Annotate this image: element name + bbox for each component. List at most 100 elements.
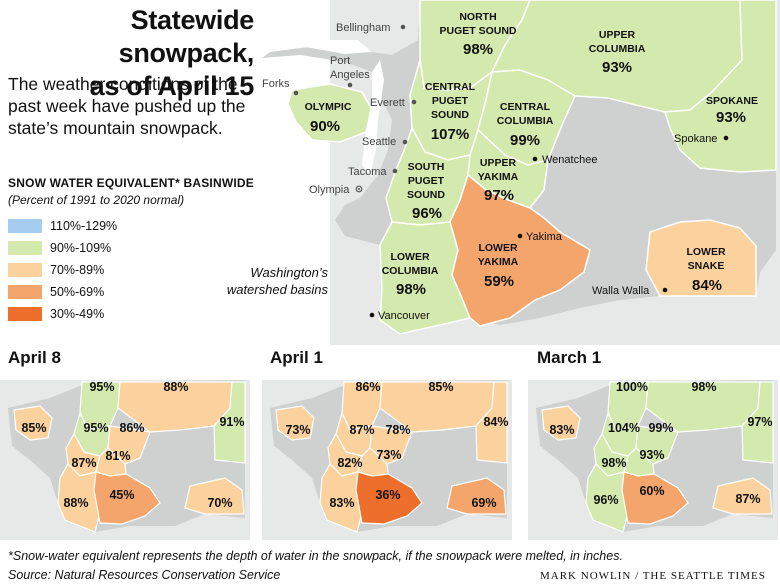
legend-swatch bbox=[8, 307, 42, 321]
basin-name: NORTH bbox=[459, 11, 496, 23]
basin-label-upper-yakima: UPPER YAKIMA 97% bbox=[478, 157, 519, 204]
basin-name: SNAKE bbox=[688, 260, 725, 272]
basin-name: SOUND bbox=[407, 189, 445, 201]
basin-percent: 73% bbox=[285, 423, 310, 437]
basin-name: LOWER bbox=[478, 242, 517, 254]
mini-map-title: April 1 bbox=[270, 348, 323, 367]
basin-name: SOUND bbox=[431, 109, 469, 121]
basin-percent: 83% bbox=[549, 423, 574, 437]
city-label: Bellingham bbox=[336, 22, 390, 34]
basin-percent: 85% bbox=[21, 421, 46, 435]
basin-label-north-puget-sound: NORTH PUGET SOUND 98% bbox=[439, 11, 516, 58]
title-line-1: Statewide snowpack, bbox=[118, 5, 255, 68]
basin-spokane bbox=[664, 0, 777, 173]
basin-percent: 82% bbox=[337, 456, 362, 470]
basin-percent: 91% bbox=[219, 415, 244, 429]
basin-percent: 107% bbox=[431, 126, 469, 143]
basin-percent: 87% bbox=[349, 423, 374, 437]
mini-map-title: March 1 bbox=[537, 348, 602, 367]
basin-lower-snake bbox=[645, 219, 757, 297]
footnote: *Snow-water equivalent represents the de… bbox=[8, 549, 623, 563]
basin-percent: 88% bbox=[63, 496, 88, 510]
mini-map-title: April 8 bbox=[8, 348, 61, 367]
basin-name: YAKIMA bbox=[478, 256, 519, 268]
basin-name: COLUMBIA bbox=[382, 265, 439, 277]
basin-percent: 93% bbox=[716, 109, 746, 126]
basin-percent: 93% bbox=[602, 59, 632, 76]
basin-name: YAKIMA bbox=[478, 171, 519, 183]
city-label: Port bbox=[330, 55, 350, 67]
basin-percent: 93% bbox=[639, 448, 664, 462]
basin-name: PUGET bbox=[432, 95, 469, 107]
basin-name: LOWER bbox=[686, 246, 725, 258]
basin-percent: 70% bbox=[207, 496, 232, 510]
basin-label-upper-columbia: UPPER COLUMBIA 93% bbox=[589, 29, 646, 76]
city-bellingham: Bellingham bbox=[336, 22, 406, 34]
basin-name: OLYMPIC bbox=[305, 101, 352, 113]
city-label: Seattle bbox=[362, 136, 396, 148]
strait-water bbox=[262, 40, 372, 54]
basin-percent: 99% bbox=[510, 132, 540, 149]
basin-name: COLUMBIA bbox=[497, 115, 554, 127]
legend-label: 70%-89% bbox=[50, 263, 105, 277]
watershed-note: Washington’s watershed basins bbox=[200, 264, 328, 298]
basin-percent: 36% bbox=[375, 488, 400, 502]
legend-label: 50%-69% bbox=[50, 285, 105, 299]
city-label: Angeles bbox=[330, 69, 370, 81]
city-spokane: Spokane bbox=[674, 133, 729, 145]
basin-label-south-puget-sound: SOUTH PUGET SOUND 96% bbox=[407, 161, 445, 222]
city-wenatchee: Wenatchee bbox=[532, 154, 597, 166]
basin-percent: 78% bbox=[385, 423, 410, 437]
basin-name: LOWER bbox=[390, 251, 429, 263]
puget-sound-water bbox=[362, 60, 384, 175]
basin-percent: 85% bbox=[428, 380, 453, 394]
basin-name: SOUTH bbox=[408, 161, 445, 173]
basin-percent: 98% bbox=[601, 456, 626, 470]
basin-percent: 60% bbox=[639, 484, 664, 498]
watershed-note-line-2: watershed basins bbox=[226, 282, 328, 297]
page-title: Statewide snowpack, as of April 15 bbox=[18, 4, 255, 103]
basin-percent: 69% bbox=[471, 496, 496, 510]
title-line-2: as of April 15 bbox=[89, 71, 255, 101]
basin-percent: 95% bbox=[89, 380, 114, 394]
basin-percent: 83% bbox=[329, 496, 354, 510]
legend-item: 90%-109% bbox=[8, 240, 111, 256]
basin-label-spokane: SPOKANE 93% bbox=[706, 95, 758, 126]
city-label: Spokane bbox=[674, 133, 717, 145]
basin-percent: 96% bbox=[412, 205, 442, 222]
city-label: Forks bbox=[262, 78, 290, 90]
city-label: Walla Walla bbox=[592, 285, 650, 297]
basin-percent: 98% bbox=[463, 41, 493, 58]
basin-label-lower-yakima: LOWER YAKIMA 59% bbox=[478, 242, 519, 290]
basin-percent: 100% bbox=[616, 380, 648, 394]
credit-line: MARK NOWLIN / THE SEATTLE TIMES bbox=[540, 570, 766, 582]
basin-label-lower-columbia: LOWER COLUMBIA 98% bbox=[382, 251, 439, 298]
basin-percent: 87% bbox=[71, 456, 96, 470]
basin-label-central-puget-sound: CENTRAL PUGET SOUND 107% bbox=[425, 81, 476, 143]
basin-percent: 86% bbox=[119, 421, 144, 435]
basin-name: SPOKANE bbox=[706, 95, 758, 107]
basin-lower-yakima bbox=[449, 173, 591, 327]
mini-map-april-1: 86% 85% 73% 87% 78% 84% 82% 73% 83% 36% … bbox=[262, 380, 512, 540]
basin-percent: 84% bbox=[692, 277, 722, 294]
city-seattle: Seattle bbox=[362, 136, 408, 148]
basin-percent: 98% bbox=[396, 281, 426, 298]
watershed-note-line-1: Washington’s bbox=[250, 265, 328, 280]
basin-name: PUGET SOUND bbox=[439, 25, 516, 37]
basin-percent: 73% bbox=[376, 448, 401, 462]
legend-subtitle: (Percent of 1991 to 2020 normal) bbox=[8, 193, 185, 207]
legend-swatch bbox=[8, 285, 42, 299]
basin-name: CENTRAL bbox=[425, 81, 476, 93]
city-label: Wenatchee bbox=[542, 154, 597, 166]
basin-percent: 87% bbox=[735, 492, 760, 506]
basin-label-central-columbia: CENTRAL COLUMBIA 99% bbox=[497, 101, 554, 149]
intro-text: The weather conditions of the past week … bbox=[8, 74, 246, 138]
basin-name: PUGET bbox=[408, 175, 445, 187]
basin-name: COLUMBIA bbox=[589, 43, 646, 55]
legend-label: 110%-129% bbox=[50, 219, 118, 233]
basin-olympic bbox=[287, 83, 373, 143]
basin-name: UPPER bbox=[480, 157, 517, 169]
city-label: Everett bbox=[370, 97, 405, 109]
basin-percent: 96% bbox=[593, 493, 618, 507]
basin-percent: 81% bbox=[105, 449, 130, 463]
